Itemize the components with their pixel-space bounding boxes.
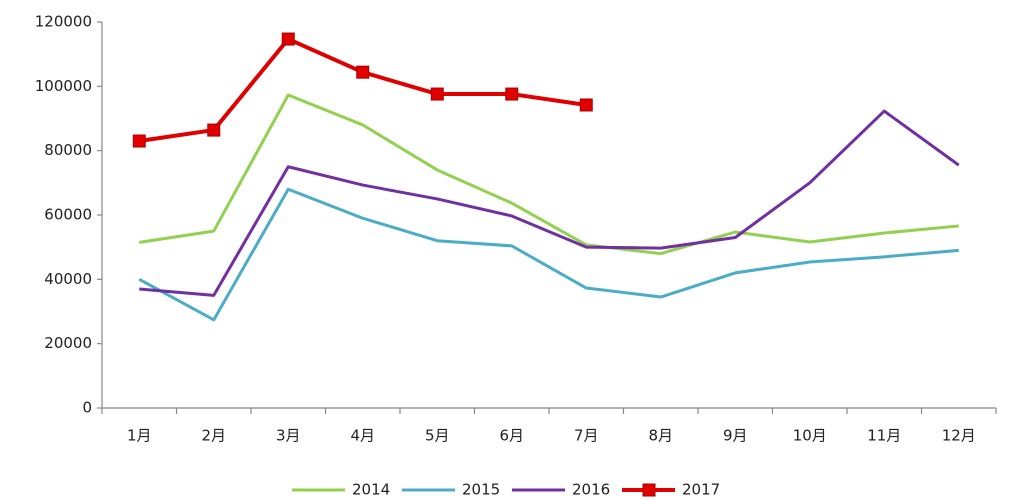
x-tick-label: 11月 [867,427,901,445]
legend-label: 2017 [682,481,720,499]
x-tick-label: 6月 [499,427,524,445]
x-tick-label: 9月 [723,427,748,445]
legend-marker [642,483,656,497]
point-marker [281,32,295,46]
x-tick-label: 2月 [201,427,226,445]
x-tick-label: 5月 [425,427,450,445]
point-marker [579,98,593,112]
series-line [139,93,959,256]
y-tick-label: 80000 [44,141,92,159]
point-marker [356,65,370,79]
x-tick-label: 3月 [276,427,301,445]
y-tick-label: 20000 [44,334,92,352]
y-tick-label: 40000 [44,270,92,288]
legend-label: 2016 [572,481,610,499]
y-tick-label: 120000 [35,13,92,31]
x-tick-label: 7月 [574,427,599,445]
series-line [138,187,959,322]
x-tick-label: 8月 [648,427,673,445]
x-tick-label: 4月 [350,427,375,445]
y-tick-label: 100000 [35,77,92,95]
point-marker [505,87,519,101]
x-tick-label: 10月 [793,427,827,445]
x-tick-label: 12月 [942,427,976,445]
x-tick-label: 1月 [127,427,152,445]
point-marker [132,134,146,148]
point-marker [207,123,221,137]
series-line [139,109,960,297]
y-tick-label: 60000 [44,206,92,224]
legend-label: 2015 [462,481,500,499]
legend-label: 2014 [352,481,390,499]
point-marker [430,87,444,101]
y-tick-label: 0 [82,399,92,417]
